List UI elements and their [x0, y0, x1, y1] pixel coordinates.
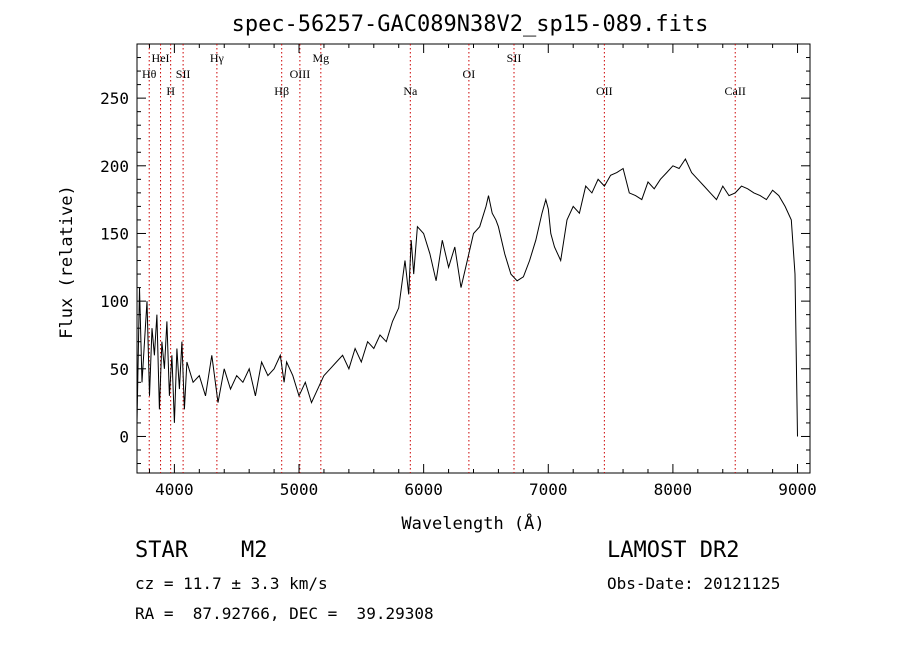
object-subclass: M2: [241, 538, 268, 563]
y-tick-label: 0: [119, 427, 129, 446]
line-label-0: Hθ: [142, 67, 157, 81]
line-label-3: SII: [176, 67, 191, 81]
coordinates-ra-dec: RA = 87.92766, DEC = 39.29308: [135, 604, 434, 623]
line-label-2: H: [166, 84, 175, 98]
observation-date: Obs-Date: 20121125: [607, 574, 781, 593]
axis-ticks: 4000 5000 6000 7000 8000 9000 0 50 100 150 200 250: [100, 44, 817, 499]
x-tick-label: 4000: [155, 480, 194, 499]
chart-title: spec-56257-GAC089N38V2_sp15-089.fits: [232, 12, 709, 37]
spectrum-line: [136, 157, 798, 437]
y-tick-label: 100: [100, 292, 129, 311]
y-tick-label: 50: [110, 360, 129, 379]
redshift-cz: cz = 11.7 ± 3.3 km/s: [135, 574, 328, 593]
line-label-11: OII: [596, 84, 613, 98]
x-axis-label: Wavelength (Å): [401, 512, 544, 534]
x-tick-label: 6000: [404, 480, 443, 499]
line-label-8: Na: [403, 84, 418, 98]
line-label-6: OIII: [290, 67, 311, 81]
x-tick-label: 7000: [529, 480, 568, 499]
x-tick-label: 8000: [654, 480, 693, 499]
survey-name: LAMOST DR2: [607, 538, 740, 563]
plot-frame: [136, 43, 811, 474]
line-label-9: OI: [463, 67, 476, 81]
object-class: STAR: [135, 538, 188, 563]
x-tick-label: 5000: [280, 480, 319, 499]
line-label-5: Hβ: [274, 84, 289, 98]
spectrum-series: [136, 157, 798, 437]
line-label-4: Hγ: [210, 51, 225, 65]
line-label-7: Mg: [312, 51, 329, 65]
line-label-1: HeI: [152, 51, 170, 65]
y-tick-label: 200: [100, 157, 129, 176]
line-label-10: SII: [507, 51, 522, 65]
y-axis-label: Flux (relative): [57, 185, 77, 339]
y-tick-label: 250: [100, 89, 129, 108]
line-label-12: CaII: [725, 84, 746, 98]
x-tick-label: 9000: [778, 480, 817, 499]
y-tick-label: 150: [100, 224, 129, 243]
